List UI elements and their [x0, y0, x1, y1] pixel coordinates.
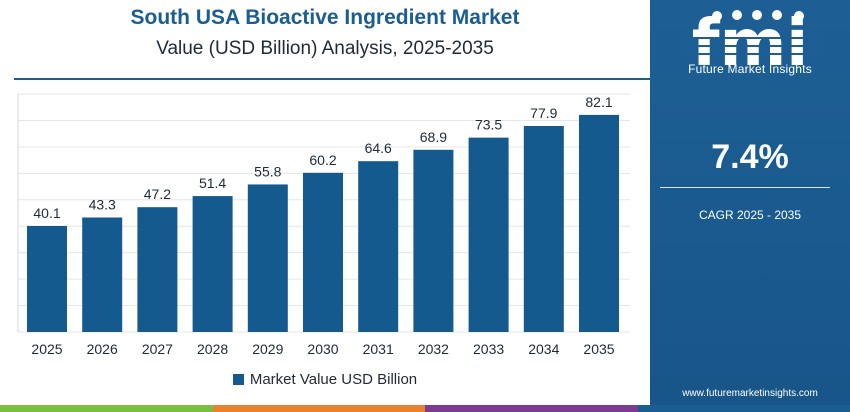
logo-letters: fmi	[692, 10, 808, 76]
x-tick-label-2032: 2032	[418, 341, 449, 357]
legend: Market Value USD Billion	[0, 371, 650, 388]
data-label-2030: 60.2	[309, 152, 336, 168]
strip-segment-green	[0, 405, 213, 412]
title-divider	[14, 78, 650, 80]
data-label-2032: 68.9	[420, 129, 447, 145]
logo-caption: Future Market Insights	[688, 62, 812, 76]
cagr-label: CAGR 2025 - 2035	[698, 208, 802, 222]
bar-2035	[579, 114, 619, 332]
x-tick-label-2030: 2030	[307, 341, 338, 357]
bar-2031	[358, 161, 399, 332]
strip-segment-blue	[637, 405, 850, 412]
x-tick-label-2033: 2033	[473, 341, 504, 357]
x-tick-label-2034: 2034	[528, 341, 559, 357]
legend-label: Market Value USD Billion	[249, 371, 418, 388]
fmi-logo: fmi	[677, 10, 823, 76]
x-tick-label-2027: 2027	[142, 341, 173, 357]
x-tick-label-2031: 2031	[363, 341, 394, 357]
logo-stripes	[677, 37, 823, 55]
cagr-value: 7.4%	[711, 138, 789, 176]
data-label-2026: 43.3	[89, 196, 116, 212]
x-tick-label-2028: 2028	[197, 341, 228, 357]
bar-2029	[247, 184, 288, 332]
x-tick-label-2035: 2035	[583, 341, 614, 357]
bar-2025	[27, 225, 67, 332]
bar-2027	[137, 207, 178, 332]
logo-icon-dots	[712, 10, 804, 21]
bar-2032	[413, 149, 454, 332]
bar-2033	[468, 137, 509, 332]
legend-swatch	[232, 374, 244, 385]
side-panel: fmi Future Market Insights 7.4% CAGR 202…	[650, 0, 850, 405]
chart-subtitle: Value (USD Billion) Analysis, 2025-2035	[156, 38, 494, 59]
side-panel-background	[650, 0, 850, 405]
data-label-2035: 82.1	[585, 94, 612, 110]
data-label-2028: 51.4	[199, 175, 226, 191]
website-link[interactable]: www.futuremarketinsights.com	[682, 388, 818, 399]
data-label-2025: 40.1	[33, 205, 60, 221]
color-strip	[0, 405, 850, 412]
data-label-2029: 55.8	[254, 163, 281, 179]
chart-title: South USA Bioactive Ingredient Market	[130, 6, 520, 29]
bar-2030	[303, 172, 343, 332]
bar-2028	[192, 196, 233, 332]
data-label-2027: 47.2	[144, 186, 171, 202]
x-tick-label-2025: 2025	[31, 341, 62, 357]
x-tick-label-2026: 2026	[87, 341, 118, 357]
bar-2034	[523, 125, 564, 332]
bar-chart: 40.1 2025 43.3 2026 47.2 2027 51.4 2028 55.8 2029…	[17, 93, 630, 357]
data-label-2033: 73.5	[475, 117, 502, 133]
data-label-2034: 77.9	[530, 105, 557, 121]
bar-2026	[82, 217, 123, 332]
strip-segment-purple	[425, 405, 638, 412]
x-tick-label-2029: 2029	[252, 341, 283, 357]
data-label-2031: 64.6	[365, 140, 392, 156]
strip-segment-orange	[212, 405, 425, 412]
cagr-divider	[660, 187, 830, 188]
